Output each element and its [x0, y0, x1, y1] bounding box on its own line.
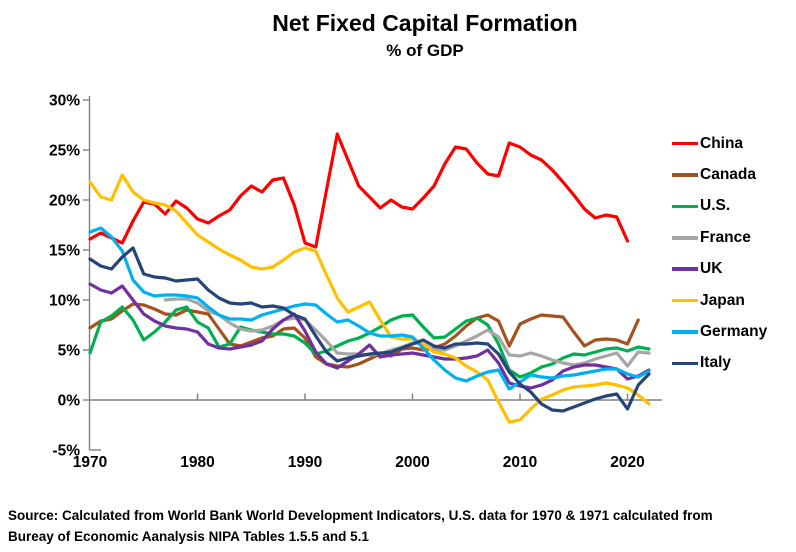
y-tick-label: 30%	[49, 93, 80, 110]
legend-item-uk: UK	[672, 254, 796, 285]
series-line-germany	[88, 226, 651, 391]
source-note-line2: Bureay of Economic Aanalysis NIPA Tables…	[8, 529, 369, 544]
legend-item-us: U.S.	[672, 191, 796, 222]
legend-swatch-canada	[672, 173, 698, 177]
chart-title: Net Fixed Capital Formation	[272, 10, 578, 36]
legend-label-germany: Germany	[700, 323, 768, 341]
legend-label-uk: UK	[700, 260, 723, 278]
legend-swatch-japan	[672, 298, 698, 303]
legend-label-japan: Japan	[700, 291, 745, 309]
source-note: Source: Calculated from World Bank World…	[8, 505, 794, 547]
y-tick-label: 0%	[58, 393, 81, 410]
x-tick-label: 1970	[73, 454, 107, 471]
legend-item-canada: Canada	[672, 159, 796, 190]
source-note-line1: Source: Calculated from World Bank World…	[8, 508, 713, 523]
legend-item-italy: Italy	[672, 348, 796, 379]
x-tick-label: 1990	[288, 454, 322, 471]
series-line-china	[88, 132, 630, 249]
legend-item-france: France	[672, 222, 796, 253]
y-tick-label: 25%	[49, 143, 80, 160]
x-tick-label: 1980	[180, 454, 214, 471]
y-tick-label: 20%	[49, 193, 80, 210]
y-tick-label: 10%	[49, 293, 80, 310]
chart-subtitle: % of GDP	[386, 41, 464, 60]
series-line-canada	[88, 302, 640, 369]
legend-swatch-france	[672, 236, 698, 240]
legend-swatch-uk	[672, 267, 698, 272]
series-line-italy	[88, 246, 651, 413]
legend-item-china: China	[672, 128, 796, 159]
series-line-japan	[88, 173, 651, 424]
legend-label-france: France	[700, 228, 751, 246]
legend-swatch-china	[672, 141, 698, 146]
legend-label-china: China	[700, 134, 744, 152]
legend-label-us: U.S.	[700, 197, 731, 215]
legend-item-germany: Germany	[672, 316, 796, 347]
legend-item-japan: Japan	[672, 285, 796, 316]
y-tick-label: -5%	[52, 443, 80, 460]
x-tick-label: 2010	[503, 454, 537, 471]
legend-label-italy: Italy	[700, 354, 732, 372]
legend: China Canada U.S. France UK Japan Germany Italy	[672, 128, 796, 379]
legend-swatch-us	[672, 204, 698, 209]
legend-label-canada: Canada	[700, 166, 756, 184]
y-tick-label: 15%	[49, 243, 80, 260]
legend-swatch-germany	[672, 330, 698, 334]
y-tick-label: 5%	[58, 343, 81, 360]
x-tick-label: 2000	[395, 454, 429, 471]
legend-swatch-italy	[672, 361, 698, 366]
x-tick-label: 2020	[610, 454, 644, 471]
